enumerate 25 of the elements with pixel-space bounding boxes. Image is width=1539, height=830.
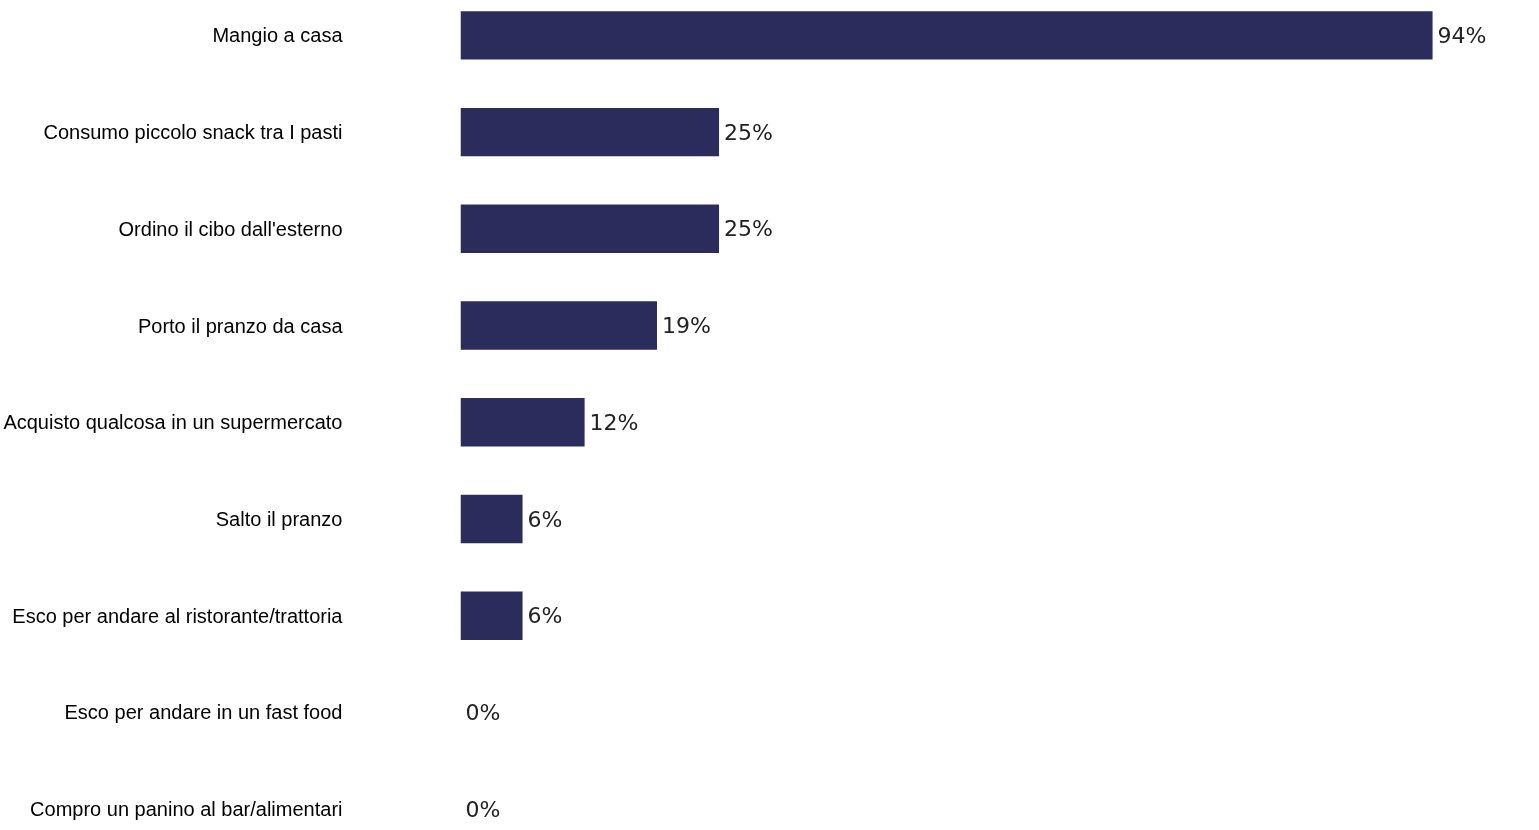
- bar: [460, 398, 585, 447]
- y-tick-label: Compro un panino al bar/alimentari: [30, 798, 343, 821]
- bar: [460, 107, 720, 157]
- y-tick-label: Esco per andare al ristorante/trattoria: [12, 604, 344, 627]
- data-label: 6%: [527, 506, 563, 532]
- bar: [460, 591, 523, 640]
- bar: [460, 301, 657, 350]
- data-label: 94%: [1437, 22, 1487, 48]
- y-tick-label: Salto il pranzo: [215, 508, 343, 531]
- y-tick-label: Consumo piccolo snack tra I pasti: [43, 121, 343, 144]
- data-label: 19%: [661, 313, 711, 339]
- y-tick-label: Porto il pranzo da casa: [137, 314, 344, 337]
- bar: [460, 494, 523, 544]
- y-tick-label: Ordino il cibo dall'esterno: [118, 217, 343, 240]
- y-tick-label: Mangio a casa: [212, 24, 344, 47]
- data-label: 12%: [589, 409, 639, 435]
- data-label: 0%: [465, 699, 501, 725]
- data-label: 25%: [724, 216, 773, 242]
- data-label: 0%: [465, 796, 501, 822]
- data-label: 6%: [527, 603, 563, 629]
- bar: [460, 11, 1433, 60]
- y-tick-label: Acquisto qualcosa in un supermercato: [3, 411, 343, 434]
- data-label: 25%: [724, 119, 773, 145]
- y-tick-label: Esco per andare in un fast food: [64, 701, 343, 724]
- bar: [460, 204, 720, 253]
